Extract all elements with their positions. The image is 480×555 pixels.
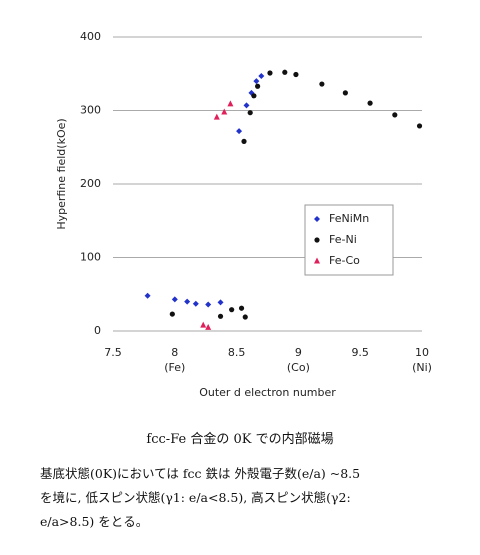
paragraph: 基底状態(0K)においては fcc 鉄は 外殻電子数(e/a) ~8.5 を境に,…: [40, 462, 470, 534]
point: [229, 307, 235, 313]
x-tick-label: 8.5: [228, 346, 246, 359]
point: [200, 321, 207, 328]
paragraph-line: e/a>8.5) をとる。: [40, 514, 149, 529]
y-tick-label: 400: [80, 30, 101, 43]
point: [238, 305, 245, 311]
point: [247, 110, 253, 116]
point: [367, 100, 373, 106]
point: [171, 296, 178, 303]
point: [205, 323, 212, 330]
point: [258, 72, 265, 79]
legend: FeNiMn Fe-Ni Fe-Co: [304, 204, 394, 276]
point: [342, 90, 348, 96]
point: [184, 298, 191, 305]
point: [416, 123, 423, 129]
point: [255, 83, 261, 89]
point: [282, 69, 288, 75]
point: [217, 299, 224, 306]
legend-marker: [314, 216, 320, 222]
point: [221, 108, 228, 115]
legend-box: [304, 204, 394, 276]
legend-label: Fe-Co: [329, 254, 360, 267]
point: [243, 102, 250, 109]
point: [236, 128, 243, 135]
point: [192, 300, 199, 307]
point: [227, 100, 234, 107]
x-tick-label: 9: [295, 346, 302, 359]
caption: fcc-Fe 合金の 0K での内部磁場: [146, 432, 334, 447]
point: [253, 78, 260, 85]
point: [217, 313, 224, 319]
legend-marker: [314, 237, 320, 243]
y-tick-label: 200: [80, 177, 101, 190]
point: [213, 113, 220, 120]
point: [251, 93, 257, 99]
x-tick-label: 9.5: [351, 346, 369, 359]
x-axis-label: Outer d electron number: [199, 386, 336, 399]
x-tick-label: 7.5: [104, 346, 122, 359]
legend-label: Fe-Ni: [329, 233, 357, 246]
point: [144, 292, 151, 299]
y-axis-label: Hyperfine field(kOe): [55, 118, 68, 229]
legend-label: FeNiMn: [329, 212, 369, 225]
element-label: (Co): [287, 361, 310, 374]
x-tick-label: 8: [171, 346, 178, 359]
y-tick-label: 300: [80, 104, 101, 117]
y-tick-label: 0: [94, 324, 101, 337]
point: [169, 311, 175, 317]
y-tick-label: 100: [80, 251, 101, 264]
point: [392, 112, 398, 118]
point: [242, 314, 248, 320]
paragraph-line: を境に, 低スピン状態(γ1: e/a<8.5), 高スピン状態(γ2:: [40, 490, 351, 505]
point: [267, 70, 273, 76]
point: [319, 81, 325, 87]
point: [293, 71, 299, 78]
element-label: (Ni): [412, 361, 432, 374]
element-label: (Fe): [164, 361, 185, 374]
legend-marker: [314, 257, 320, 264]
x-tick-label: 10: [415, 346, 429, 359]
chart: 0 100 200 300 400 7.5 8 8.5 9 9.5 10 (Fe) (Co) (Ni) Ou…: [55, 30, 432, 399]
point: [205, 301, 212, 308]
paragraph-line: 基底状態(0K)においては fcc 鉄は 外殻電子数(e/a) ~8.5: [40, 466, 361, 481]
point: [241, 138, 247, 144]
